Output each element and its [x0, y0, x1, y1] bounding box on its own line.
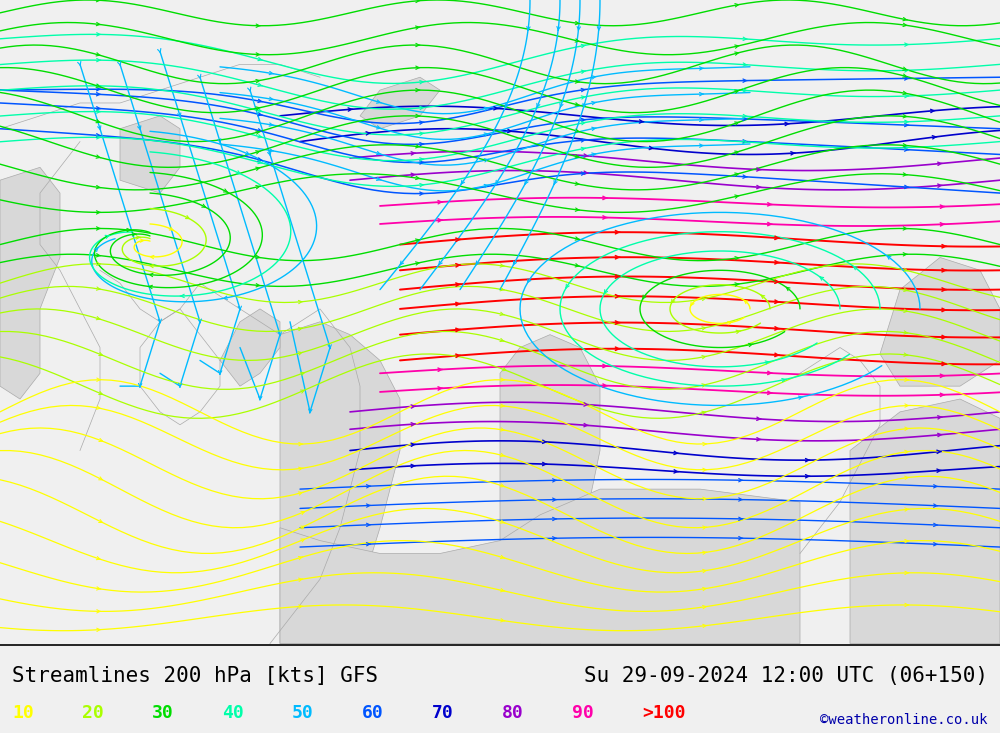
Text: 20: 20: [82, 704, 104, 722]
Text: >100: >100: [642, 704, 686, 722]
Polygon shape: [880, 257, 1000, 386]
Text: 80: 80: [502, 704, 524, 722]
Text: 30: 30: [152, 704, 174, 722]
Text: ©weatheronline.co.uk: ©weatheronline.co.uk: [820, 712, 988, 726]
Polygon shape: [280, 322, 400, 644]
Polygon shape: [500, 335, 600, 644]
Polygon shape: [280, 489, 800, 644]
Text: 50: 50: [292, 704, 314, 722]
Text: 60: 60: [362, 704, 384, 722]
Text: 10: 10: [12, 704, 34, 722]
Polygon shape: [360, 77, 440, 129]
Polygon shape: [0, 167, 60, 399]
Polygon shape: [220, 309, 280, 386]
Text: 90: 90: [572, 704, 594, 722]
Polygon shape: [850, 399, 1000, 644]
Text: 70: 70: [432, 704, 454, 722]
Polygon shape: [120, 116, 180, 193]
Text: Su 29-09-2024 12:00 UTC (06+150): Su 29-09-2024 12:00 UTC (06+150): [584, 666, 988, 686]
Text: Streamlines 200 hPa [kts] GFS: Streamlines 200 hPa [kts] GFS: [12, 666, 378, 686]
Text: 40: 40: [222, 704, 244, 722]
